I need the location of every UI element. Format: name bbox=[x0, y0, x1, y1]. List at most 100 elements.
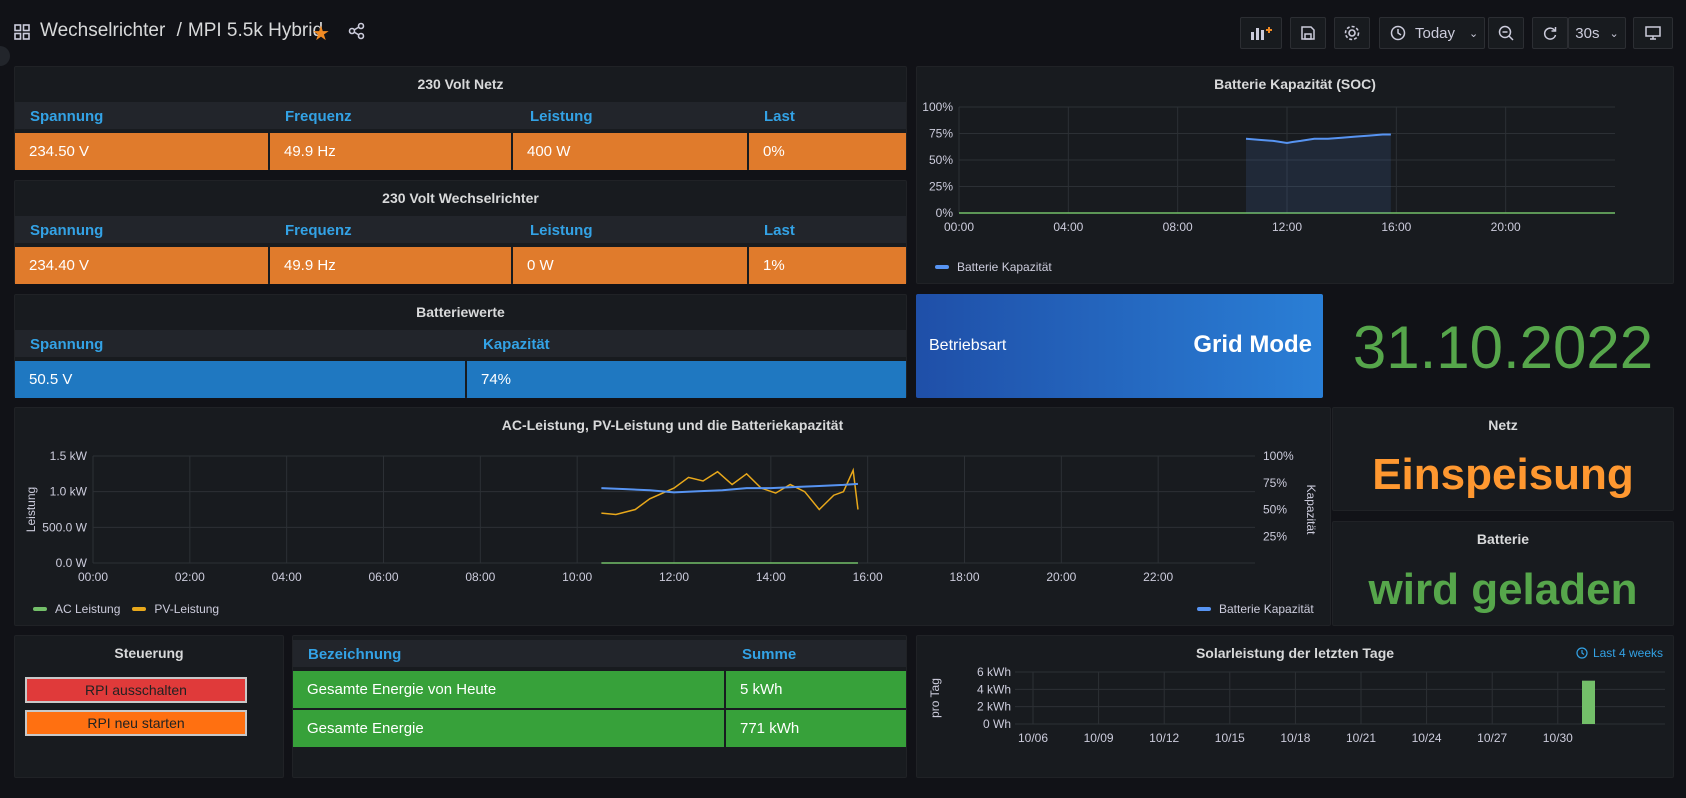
stat-value: wird geladen bbox=[1368, 565, 1638, 614]
legend-label: PV-Leistung bbox=[154, 602, 220, 616]
dashboard-grid-icon[interactable] bbox=[14, 24, 30, 40]
chart-legend-right[interactable]: Batterie Kapazität bbox=[1197, 602, 1314, 616]
x-tick-label: 02:00 bbox=[175, 570, 205, 584]
x-tick-label: 16:00 bbox=[1381, 220, 1411, 234]
column-header[interactable]: Frequenz bbox=[285, 222, 352, 239]
x-tick-label: 10/12 bbox=[1149, 731, 1179, 745]
table-header: Spannung Frequenz Leistung Last bbox=[15, 216, 906, 243]
save-icon bbox=[1301, 26, 1315, 40]
column-header[interactable]: Spannung bbox=[30, 222, 104, 239]
x-tick-label: 14:00 bbox=[756, 570, 786, 584]
rpi-shutdown-button[interactable]: RPI ausschalten bbox=[25, 677, 247, 703]
column-header[interactable]: Spannung bbox=[30, 108, 104, 125]
breadcrumb-folder[interactable]: Wechselrichter bbox=[40, 20, 166, 41]
chevron-down-icon: ⌄ bbox=[1469, 27, 1479, 40]
refresh-interval-picker[interactable]: 30s ⌄ bbox=[1568, 17, 1626, 49]
gear-icon bbox=[1344, 25, 1360, 41]
table-header: Bezeichnung Summe bbox=[293, 640, 906, 667]
legend-swatch bbox=[132, 607, 147, 611]
refresh-interval-label: 30s bbox=[1575, 24, 1600, 42]
clock-icon bbox=[1576, 647, 1588, 659]
chart-legend[interactable]: AC Leistung PV-Leistung bbox=[33, 602, 219, 616]
y-right-tick-label: 100% bbox=[1263, 449, 1294, 463]
netz-status-panel: Netz Einspeisung bbox=[1332, 407, 1674, 511]
star-icon[interactable]: ★ bbox=[312, 23, 330, 45]
column-header[interactable]: Last bbox=[764, 222, 795, 239]
x-tick-label: 10/30 bbox=[1543, 731, 1573, 745]
table-cell: 49.9 Hz bbox=[270, 133, 511, 170]
time-override-label: Last 4 weeks bbox=[1592, 646, 1663, 660]
x-tick-label: 10:00 bbox=[562, 570, 592, 584]
panel-title: 230 Volt Wechselrichter bbox=[382, 190, 539, 206]
chart-legend[interactable]: Batterie Kapazität bbox=[935, 260, 1052, 274]
table-cell: 49.9 Hz bbox=[270, 247, 511, 284]
wechselrichter-table-panel: 230 Volt Wechselrichter Spannung Frequen… bbox=[14, 180, 907, 284]
table-cell: 50.5 V bbox=[15, 361, 465, 398]
monitor-icon bbox=[1645, 26, 1661, 40]
y-tick-label: 2 kWh bbox=[977, 700, 1011, 714]
column-header[interactable]: Frequenz bbox=[285, 108, 352, 125]
tv-mode-button[interactable] bbox=[1633, 17, 1673, 49]
legend-label: AC Leistung bbox=[55, 602, 121, 616]
panel-title: Solarleistung der letzten Tage bbox=[1195, 645, 1395, 661]
column-header[interactable]: Kapazität bbox=[483, 336, 550, 353]
y-tick-label: 1.0 kW bbox=[50, 485, 88, 499]
table-header: Spannung Frequenz Leistung Last bbox=[15, 102, 906, 129]
add-panel-button[interactable] bbox=[1240, 17, 1282, 49]
y-tick-label: 1.5 kW bbox=[50, 449, 88, 463]
panel-title: Batterie Kapazität (SOC) bbox=[1214, 76, 1376, 92]
solar-bar-chart[interactable]: 6 kWh 4 kWh 2 kWh 0 Wh 10/06 10/09 10/12 10/15 1… bbox=[917, 636, 1673, 777]
column-header[interactable]: Leistung bbox=[530, 108, 593, 125]
x-tick-label: 12:00 bbox=[659, 570, 689, 584]
y-tick-label: 0.0 W bbox=[56, 556, 88, 570]
add-panel-icon bbox=[1251, 27, 1272, 40]
zoom-out-button[interactable] bbox=[1488, 17, 1524, 49]
column-header[interactable]: Leistung bbox=[530, 222, 593, 239]
dashboard-settings-button[interactable] bbox=[1334, 17, 1370, 49]
rpi-restart-button[interactable]: RPI neu starten bbox=[25, 710, 247, 736]
betriebsart-stat-panel: Betriebsart Grid Mode bbox=[916, 294, 1323, 398]
table-cell: 234.50 V bbox=[15, 133, 268, 170]
x-tick-label: 10/18 bbox=[1280, 731, 1310, 745]
y-tick-label: 500.0 W bbox=[42, 520, 87, 534]
x-tick-label: 10/15 bbox=[1215, 731, 1245, 745]
x-tick-label: 10/21 bbox=[1346, 731, 1376, 745]
legend-swatch bbox=[33, 607, 47, 611]
x-tick-label: 04:00 bbox=[1053, 220, 1083, 234]
table-cell: 0 W bbox=[513, 247, 747, 284]
time-override-info[interactable]: Last 4 weeks bbox=[1576, 646, 1663, 660]
table-cell: 74% bbox=[467, 361, 906, 398]
y-axis-label: pro Tag bbox=[928, 678, 942, 718]
legend-label: Batterie Kapazität bbox=[957, 260, 1052, 274]
y-tick-label: 25% bbox=[929, 180, 953, 194]
panel-title: Steuerung bbox=[114, 645, 184, 661]
x-tick-label: 20:00 bbox=[1491, 220, 1521, 234]
table-cell: 771 kWh bbox=[726, 710, 906, 747]
save-dashboard-button[interactable] bbox=[1290, 17, 1326, 49]
column-header[interactable]: Summe bbox=[742, 646, 797, 663]
x-tick-label: 10/27 bbox=[1477, 731, 1507, 745]
steuerung-panel: Steuerung RPI ausschalten RPI neu starte… bbox=[14, 635, 284, 778]
column-header[interactable]: Last bbox=[764, 108, 795, 125]
legend-swatch bbox=[935, 265, 949, 269]
ac-pv-chart[interactable]: 1.5 kW 1.0 kW 500.0 W 0.0 W 100% 75% 50% 25% 00:… bbox=[15, 408, 1330, 625]
soc-chart[interactable]: 100% 75% 50% 25% 0%00:00 04:00 08:00 12:00 16:00… bbox=[917, 67, 1673, 283]
breadcrumb-separator: / bbox=[176, 20, 182, 41]
column-header[interactable]: Spannung bbox=[30, 336, 104, 353]
legend-label: Batterie Kapazität bbox=[1219, 602, 1314, 616]
x-tick-label: 16:00 bbox=[853, 570, 883, 584]
solar-chart-panel: Solarleistung der letzten Tage Last 4 we… bbox=[916, 635, 1674, 778]
share-icon[interactable] bbox=[348, 22, 366, 40]
x-tick-label: 22:00 bbox=[1143, 570, 1173, 584]
column-header[interactable]: Bezeichnung bbox=[308, 646, 402, 663]
y-right-tick-label: 25% bbox=[1263, 529, 1287, 543]
x-tick-label: 20:00 bbox=[1046, 570, 1076, 584]
ac-pv-chart-panel: AC-Leistung, PV-Leistung und die Batteri… bbox=[14, 407, 1331, 626]
table-cell: 5 kWh bbox=[726, 671, 906, 708]
refresh-button[interactable] bbox=[1532, 17, 1568, 49]
dashboard-title[interactable]: MPI 5.5k Hybrid bbox=[187, 20, 324, 41]
date-stat-panel: 31.10.2022 bbox=[1332, 294, 1674, 398]
sidebar-toggle[interactable] bbox=[0, 46, 10, 66]
x-tick-label: 04:00 bbox=[272, 570, 302, 584]
time-picker-button[interactable]: Today ⌄ bbox=[1379, 17, 1485, 49]
